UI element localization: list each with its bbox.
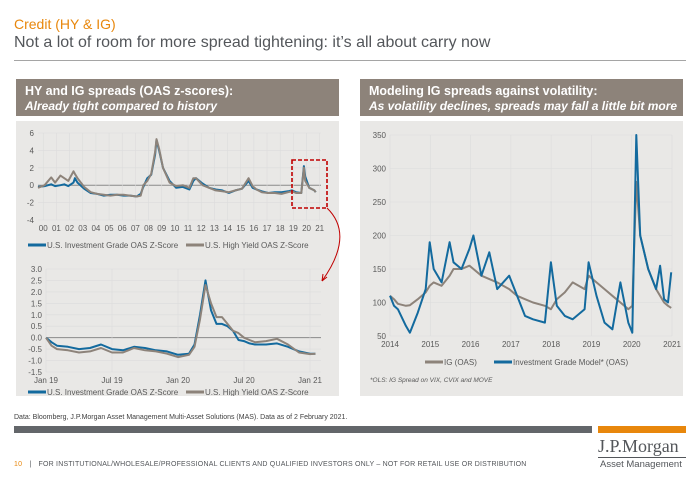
x-tick-label: Jan 20 <box>166 376 191 385</box>
x-tick-label: 2019 <box>583 340 601 349</box>
x-tick-label: 14 <box>223 224 232 233</box>
y-tick-label: -2 <box>27 199 35 208</box>
x-tick-label: 20 <box>302 224 311 233</box>
x-tick-label: 2018 <box>542 340 560 349</box>
x-tick-label: 2017 <box>502 340 520 349</box>
x-tick-label: 00 <box>39 224 48 233</box>
y-tick-label: 1.5 <box>31 299 43 308</box>
x-tick-label: 04 <box>91 224 100 233</box>
chart-footnote: *OLS: IG Spread on VIX, CVIX and MOVE <box>370 377 493 384</box>
x-tick-label: 2020 <box>623 340 641 349</box>
y-tick-label: 2 <box>30 164 35 173</box>
left-panel-body: 6 4 2 0 -2 -4 00 01 02 03 04 05 06 07 08 09 10 11 12 13 14 15… <box>16 121 339 396</box>
y-tick-label: 3.0 <box>31 265 43 274</box>
footer-separator: | <box>29 461 32 468</box>
x-tick-label: Jan 21 <box>298 376 323 385</box>
y-tick-label: 100 <box>373 299 387 308</box>
x-tick-label: Jan 19 <box>34 376 59 385</box>
x-tick-label: 01 <box>52 224 61 233</box>
x-tick-label: 09 <box>157 224 166 233</box>
section-kicker: Credit (HY & IG) <box>14 16 116 32</box>
right-panel-subheading: As volatility declines, spreads may fall… <box>369 99 678 113</box>
footer-bar-grey <box>14 426 592 433</box>
page-number: 10 <box>14 461 23 468</box>
x-tick-label: 2015 <box>421 340 439 349</box>
y-tick-label: -4 <box>27 216 35 225</box>
x-tick-label: 16 <box>249 224 258 233</box>
left-panel-header: HY and IG spreads (OAS z-scores): Alread… <box>16 79 339 116</box>
y-tick-label: 0 <box>30 181 35 190</box>
logo-divider <box>598 457 686 458</box>
x-tick-label: 2014 <box>381 340 399 349</box>
x-tick-label: 21 <box>315 224 324 233</box>
y-tick-label: 6 <box>30 129 35 138</box>
y-tick-label: 300 <box>373 165 387 174</box>
y-tick-label: 4 <box>30 146 35 155</box>
y-tick-label: 2.5 <box>31 276 43 285</box>
y-tick-label: 50 <box>377 332 386 341</box>
x-tick-label: 07 <box>131 224 140 233</box>
right-panel-heading: Modeling IG spreads against volatility: <box>369 84 598 98</box>
x-tick-label: Jul 19 <box>101 376 123 385</box>
title-divider <box>14 60 686 61</box>
y-tick-label: -0.5 <box>28 345 42 354</box>
series-line-a <box>389 180 672 311</box>
right-panel-header: Modeling IG spreads against volatility: … <box>360 79 683 116</box>
left-panel-subheading: Already tight compared to history <box>25 99 218 113</box>
page-title: Not a lot of room for more spread tighte… <box>14 34 491 51</box>
x-tick-label: Jul 20 <box>233 376 255 385</box>
x-tick-label: 18 <box>276 224 285 233</box>
y-tick-label: -1.5 <box>28 368 42 377</box>
x-tick-label: 12 <box>197 224 206 233</box>
legend-label: Investment Grade Model* (OAS) <box>513 358 628 367</box>
x-tick-label: 08 <box>144 224 153 233</box>
x-tick-label: 05 <box>105 224 114 233</box>
x-tick-label: 06 <box>118 224 127 233</box>
x-tick-label: 2021 <box>663 340 681 349</box>
y-tick-label: 0.0 <box>31 334 43 343</box>
jpmorgan-logo: J.P.Morgan <box>598 436 679 456</box>
y-tick-label: 0.5 <box>31 322 43 331</box>
legend-label: U.S. Investment Grade OAS Z-Score <box>47 241 179 250</box>
x-tick-label: 13 <box>210 224 219 233</box>
series-line-a <box>37 139 317 198</box>
footer-bar-orange <box>598 426 686 433</box>
y-tick-label: 250 <box>373 198 387 207</box>
legend-label: U.S. High Yield OAS Z-Score <box>205 388 309 396</box>
y-tick-label: -1.0 <box>28 357 42 366</box>
y-tick-label: 2.0 <box>31 288 43 297</box>
series-line-a <box>45 279 316 356</box>
x-tick-label: 15 <box>236 224 245 233</box>
x-tick-label: 10 <box>170 224 179 233</box>
x-tick-label: 2016 <box>462 340 480 349</box>
x-tick-label: 19 <box>289 224 298 233</box>
x-tick-label: 02 <box>65 224 74 233</box>
x-tick-label: 17 <box>263 224 272 233</box>
disclaimer-text: FOR INSTITUTIONAL/WHOLESALE/PROFESSIONAL… <box>38 461 527 468</box>
y-tick-label: 1.0 <box>31 311 43 320</box>
legend-label: IG (OAS) <box>444 358 477 367</box>
logo-subtitle: Asset Management <box>600 459 682 470</box>
y-tick-label: 200 <box>373 232 387 241</box>
y-tick-label: 350 <box>373 131 387 140</box>
legend-label: U.S. Investment Grade OAS Z-Score <box>47 388 179 396</box>
left-panel-heading: HY and IG spreads (OAS z-scores): <box>25 84 234 98</box>
series-line-b <box>389 134 673 334</box>
y-tick-label: 150 <box>373 265 387 274</box>
series-line-b <box>37 138 317 198</box>
x-tick-label: 11 <box>184 224 193 233</box>
series-line-b <box>45 284 316 359</box>
legend-label: U.S. High Yield OAS Z-Score <box>205 241 309 250</box>
x-tick-label: 03 <box>78 224 87 233</box>
right-panel-body: 350 300 250 200 150 100 50 2014 2015 2016 2017 2018… <box>360 121 683 396</box>
source-note: Data: Bloomberg, J.P.Morgan Asset Manage… <box>14 414 348 421</box>
footer-disclaimer: 10 | FOR INSTITUTIONAL/WHOLESALE/PROFESS… <box>14 461 527 468</box>
